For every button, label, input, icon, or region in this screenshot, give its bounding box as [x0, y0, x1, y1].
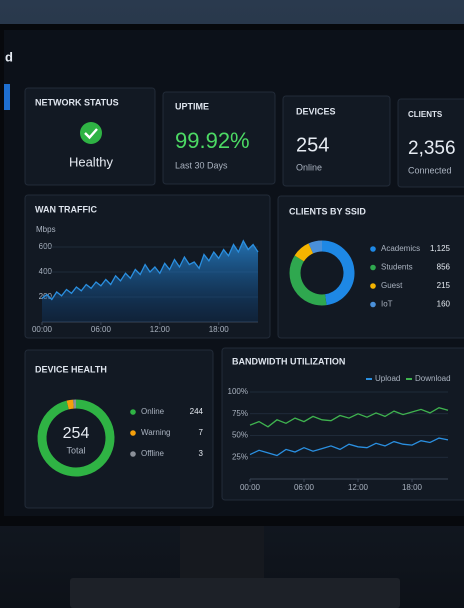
legend-label: Upload	[375, 374, 400, 383]
donut-center-value: 254	[63, 425, 90, 442]
y-tick-label: 400	[39, 267, 53, 276]
legend-label: Guest	[381, 281, 403, 290]
legend-label: Online	[141, 407, 165, 416]
donut-segment	[321, 240, 355, 306]
legend-dot	[370, 283, 376, 289]
panel	[221, 347, 464, 501]
legend-label: Students	[381, 263, 413, 272]
y-tick-label: 25%	[232, 452, 248, 461]
legend-dot	[370, 264, 376, 271]
legend-value: 244	[190, 407, 204, 416]
devices-note: Online	[296, 162, 322, 172]
uptime-value: 99.92%	[175, 128, 250, 153]
area	[42, 240, 258, 322]
legend-value: 160	[437, 300, 451, 309]
card	[397, 98, 464, 188]
clients-note: Connected	[408, 165, 452, 175]
legend-value: 215	[437, 281, 451, 290]
legend-dot	[370, 246, 376, 252]
panel-title: CLIENTS BY SSID	[289, 206, 366, 216]
legend-label: Offline	[141, 449, 165, 458]
legend-dot	[130, 430, 136, 436]
legend-dot	[130, 451, 136, 457]
status-value: Healthy	[69, 154, 114, 169]
x-tick-label: 12:00	[150, 325, 171, 334]
legend-value: 3	[199, 449, 204, 458]
panel-title: DEVICE HEALTH	[35, 364, 107, 374]
x-tick-label: 00:00	[32, 325, 53, 334]
card	[282, 95, 391, 187]
line	[41, 239, 259, 301]
y-tick-label: 100%	[228, 387, 248, 396]
devices-value: 254	[296, 134, 329, 156]
uptime-note: Last 30 Days	[175, 160, 228, 170]
donut-center-label: Total	[66, 445, 85, 455]
line	[249, 406, 449, 428]
donut-segment	[308, 240, 323, 254]
x-tick-label: 18:00	[209, 325, 230, 334]
clients-value: 2,356	[408, 138, 456, 159]
x-tick-label: 06:00	[294, 483, 315, 492]
page-title: d	[5, 49, 13, 64]
line	[249, 437, 449, 457]
donut-segment	[289, 255, 327, 306]
legend-label: Download	[415, 374, 451, 383]
legend-label: IoT	[381, 300, 393, 309]
card-title: UPTIME	[175, 101, 209, 111]
x-tick-label: 00:00	[240, 483, 261, 492]
card-title: NETWORK STATUS	[35, 97, 119, 107]
legend-label: Academics	[381, 244, 420, 253]
y-tick-label: 50%	[232, 431, 248, 440]
panel-title: BANDWIDTH UTILIZATION	[232, 356, 345, 366]
x-tick-label: 18:00	[402, 483, 423, 492]
card-title: CLIENTS	[408, 110, 443, 119]
donut-segment	[37, 399, 115, 477]
card	[162, 91, 276, 185]
legend-label: Warning	[141, 428, 171, 437]
nav-indicator	[4, 84, 10, 110]
y-tick-label: 600	[39, 242, 53, 251]
monitor-base	[70, 578, 400, 608]
x-tick-label: 06:00	[91, 325, 112, 334]
legend-dot	[130, 409, 136, 415]
y-axis-label: Mbps	[36, 225, 56, 234]
panel-title: WAN TRAFFIC	[35, 204, 97, 214]
check-mark	[84, 128, 98, 140]
card-title: DEVICES	[296, 106, 336, 116]
legend-value: 856	[437, 263, 451, 272]
status-icon	[80, 122, 102, 144]
legend-value: 7	[199, 428, 204, 437]
y-tick-label: 75%	[232, 409, 248, 418]
legend-dot	[370, 301, 376, 308]
donut-segment	[294, 243, 314, 262]
x-tick-label: 12:00	[348, 483, 369, 492]
legend-value: 1,125	[430, 244, 451, 253]
donut-segment	[66, 399, 74, 410]
monitor-neck	[180, 520, 264, 586]
